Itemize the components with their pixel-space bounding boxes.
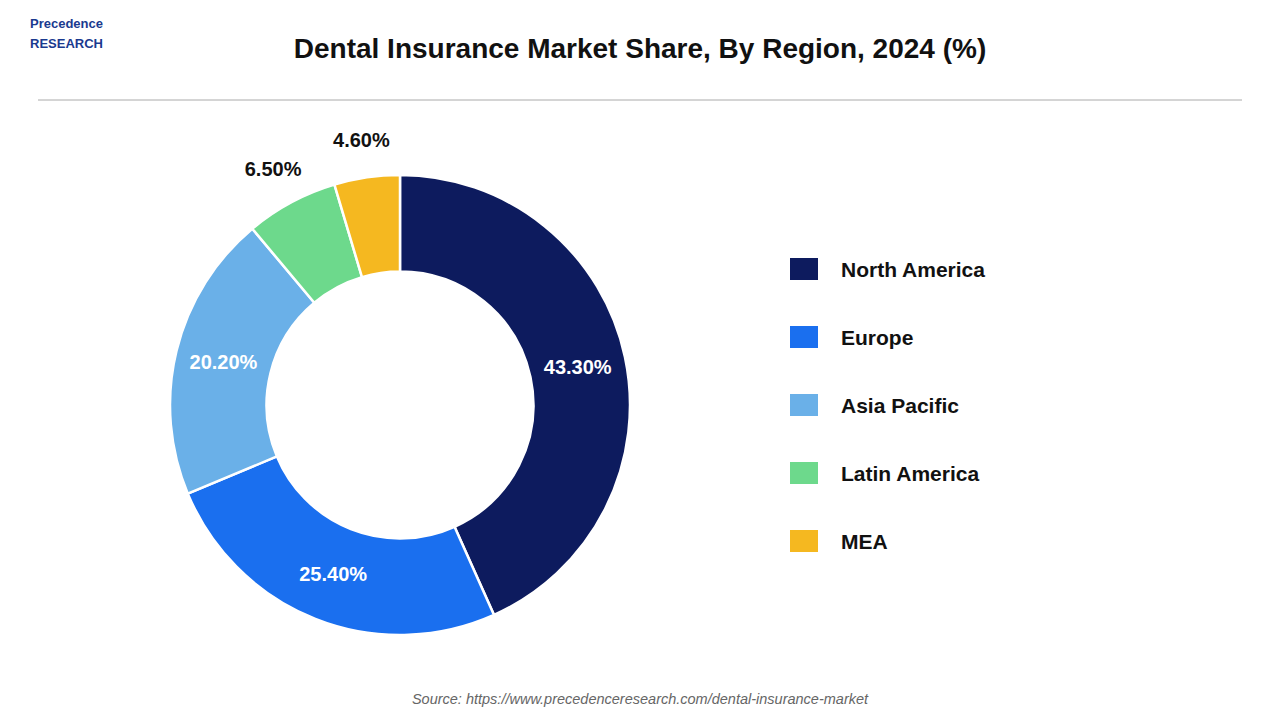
legend-item: MEA	[790, 530, 888, 553]
background	[0, 0, 1280, 720]
separator	[38, 100, 1242, 101]
source: Source: https://www.precedenceresearch.c…	[412, 691, 869, 707]
data-label: 25.40%	[299, 563, 367, 585]
legend-item: Europe	[790, 326, 913, 349]
legend-label: Asia Pacific	[841, 394, 959, 417]
title: Dental Insurance Market Share, By Region…	[294, 33, 986, 64]
slice	[188, 456, 494, 635]
logo-line: Precedence	[30, 16, 103, 31]
legend-swatch	[790, 258, 818, 280]
legend-swatch	[790, 326, 818, 348]
legend: North America Europe Asia Pacific Latin Ame…	[790, 258, 985, 553]
chart-container: Dental Insurance Market Share, By Region…	[0, 0, 1280, 720]
data-label: 6.50%	[245, 158, 302, 180]
legend-item: Asia Pacific	[790, 394, 959, 417]
legend-label: North America	[841, 258, 985, 281]
chart: Dental Insurance Market Share, By Region…	[0, 0, 1280, 720]
legend-swatch	[790, 394, 818, 416]
donut	[170, 175, 630, 635]
slice	[334, 175, 400, 277]
data-label: 43.30%	[544, 356, 612, 378]
legend-label: Latin America	[841, 462, 979, 485]
legend-swatch	[790, 530, 818, 552]
legend-item: Latin America	[790, 462, 979, 485]
logo-line: RESEARCH	[30, 36, 103, 51]
legend-item: North America	[790, 258, 985, 281]
data-label: 20.20%	[190, 351, 258, 373]
data-label: 4.60%	[333, 129, 390, 151]
legend-label: Europe	[841, 326, 913, 349]
legend-swatch	[790, 462, 818, 484]
data-labels: 43.30% 25.40% 20.20% 6.50% 4.60%	[190, 129, 612, 585]
legend-label: MEA	[841, 530, 888, 553]
logo: Precedence RESEARCH	[30, 16, 103, 51]
